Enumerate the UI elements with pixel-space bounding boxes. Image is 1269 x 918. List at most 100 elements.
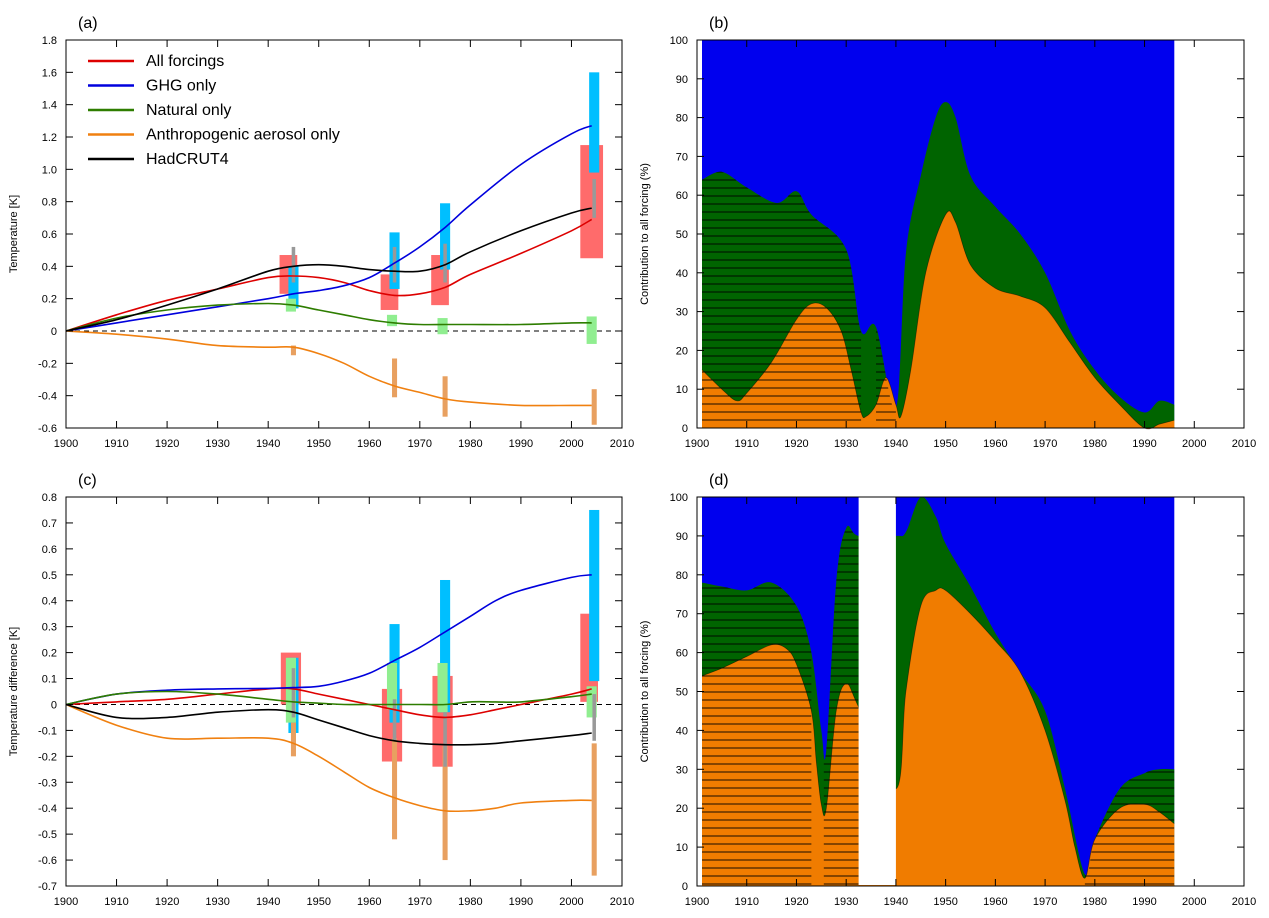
y-tick-label: 0.3 — [42, 622, 57, 634]
uncertainty-bar — [591, 389, 597, 425]
x-tick-label: 1980 — [458, 438, 482, 450]
x-tick-label: 1940 — [256, 438, 280, 450]
series-line — [65, 330, 592, 407]
y-tick-label: 1.4 — [42, 100, 57, 112]
x-tick-label: 1910 — [734, 438, 758, 450]
y-tick-label: 100 — [670, 35, 688, 47]
x-tick-label: 1920 — [784, 438, 808, 450]
chart-panel-a: 1900 1910 1920 1930 1940 1950 1960 1970 1980 1990… — [8, 15, 634, 450]
x-tick-label: 1920 — [155, 896, 179, 908]
x-tick-label: 1950 — [933, 438, 957, 450]
panel-label: (a) — [78, 15, 98, 32]
y-tick-label: 40 — [676, 725, 688, 737]
x-tick-label: 1910 — [734, 896, 758, 908]
legend-label: All forcings — [146, 53, 224, 70]
y-tick-label: 80 — [676, 113, 688, 125]
y-tick-label: 0.8 — [42, 197, 57, 209]
legend-label: GHG only — [146, 78, 216, 95]
y-tick-label: -0.2 — [38, 751, 57, 763]
x-tick-label: 1940 — [884, 438, 908, 450]
uncertainty-bar — [288, 266, 299, 309]
y-tick-label: 1.0 — [42, 164, 57, 176]
y-tick-label: 90 — [676, 74, 688, 86]
x-tick-label: 2010 — [610, 896, 634, 908]
series-line — [65, 207, 592, 332]
y-tick-label: 20 — [676, 345, 688, 357]
y-tick-label: 50 — [676, 229, 688, 241]
series-line — [65, 690, 592, 706]
y-tick-label: 30 — [676, 307, 688, 319]
y-tick-label: 0.4 — [42, 596, 57, 608]
x-tick-label: 1910 — [104, 438, 128, 450]
uncertainty-bar — [589, 509, 600, 682]
y-tick-label: 10 — [676, 384, 688, 396]
uncertainty-bar — [291, 246, 296, 283]
uncertainty-bar — [290, 345, 296, 356]
y-tick-label: -0.6 — [38, 423, 57, 435]
x-tick-label: 1990 — [1132, 438, 1156, 450]
uncertainty-bar — [291, 668, 296, 718]
y-tick-label: 70 — [676, 151, 688, 163]
uncertainty-bar — [442, 745, 448, 861]
y-tick-label: -0.7 — [38, 881, 57, 893]
plot-frame — [65, 496, 623, 887]
panel-label: (d) — [709, 472, 729, 489]
series-line — [65, 703, 592, 746]
x-tick-label: 1980 — [1083, 896, 1107, 908]
uncertainty-bar — [437, 318, 448, 335]
y-tick-label: 0 — [51, 326, 57, 338]
x-tick-label: 1930 — [834, 438, 858, 450]
x-tick-label: 1960 — [357, 896, 381, 908]
x-tick-label: 1990 — [509, 896, 533, 908]
y-tick-label: -0.1 — [38, 725, 57, 737]
uncertainty-bar — [440, 203, 451, 270]
series-line — [65, 574, 592, 706]
x-tick-label: 1960 — [357, 438, 381, 450]
x-tick-label: 1900 — [685, 896, 709, 908]
y-tick-label: -0.6 — [38, 855, 57, 867]
y-tick-label: 80 — [676, 570, 688, 582]
y-tick-label: -0.3 — [38, 777, 57, 789]
uncertainty-bar — [592, 694, 596, 741]
y-tick-label: 0 — [51, 699, 57, 711]
legend-label: Natural only — [146, 102, 231, 119]
x-tick-label: 2010 — [1232, 896, 1256, 908]
y-tick-label: 1.8 — [42, 35, 57, 47]
x-tick-label: 1970 — [1033, 438, 1057, 450]
y-tick-label: 10 — [676, 842, 688, 854]
series-line — [65, 124, 592, 332]
area-layer — [702, 587, 1175, 886]
x-tick-label: 1930 — [834, 896, 858, 908]
y-tick-label: 90 — [676, 531, 688, 543]
x-tick-label: 1990 — [1132, 896, 1156, 908]
panel-label: (b) — [709, 15, 729, 32]
y-tick-label: 0 — [682, 423, 688, 435]
x-tick-label: 1900 — [685, 438, 709, 450]
uncertainty-bar — [443, 712, 447, 767]
x-tick-label: 1950 — [306, 896, 330, 908]
uncertainty-bar — [392, 699, 397, 741]
y-tick-label: 1.6 — [42, 67, 57, 79]
y-tick-label: 0.8 — [42, 492, 57, 504]
y-tick-label: 0 — [682, 881, 688, 893]
uncertainty-bar — [440, 579, 451, 713]
x-tick-label: 1940 — [884, 896, 908, 908]
uncertainty-bar — [285, 657, 296, 723]
x-tick-label: 1920 — [784, 896, 808, 908]
y-tick-label: -0.4 — [38, 391, 57, 403]
y-axis-label: Contribution to all forcing (%) — [639, 621, 651, 763]
y-tick-label: -0.2 — [38, 358, 57, 370]
y-tick-label: 0.6 — [42, 544, 57, 556]
uncertainty-bar — [592, 179, 596, 218]
uncertainty-bar — [392, 738, 398, 840]
y-tick-label: 0.2 — [42, 648, 57, 660]
uncertainty-bar — [386, 314, 398, 327]
y-tick-label: 40 — [676, 268, 688, 280]
series-line — [65, 703, 592, 813]
plot-frame — [65, 39, 623, 429]
uncertainty-bar — [580, 145, 604, 259]
x-tick-label: 1910 — [104, 896, 128, 908]
uncertainty-bar — [386, 662, 398, 710]
uncertainty-bar — [442, 376, 448, 417]
x-tick-label: 1990 — [509, 438, 533, 450]
